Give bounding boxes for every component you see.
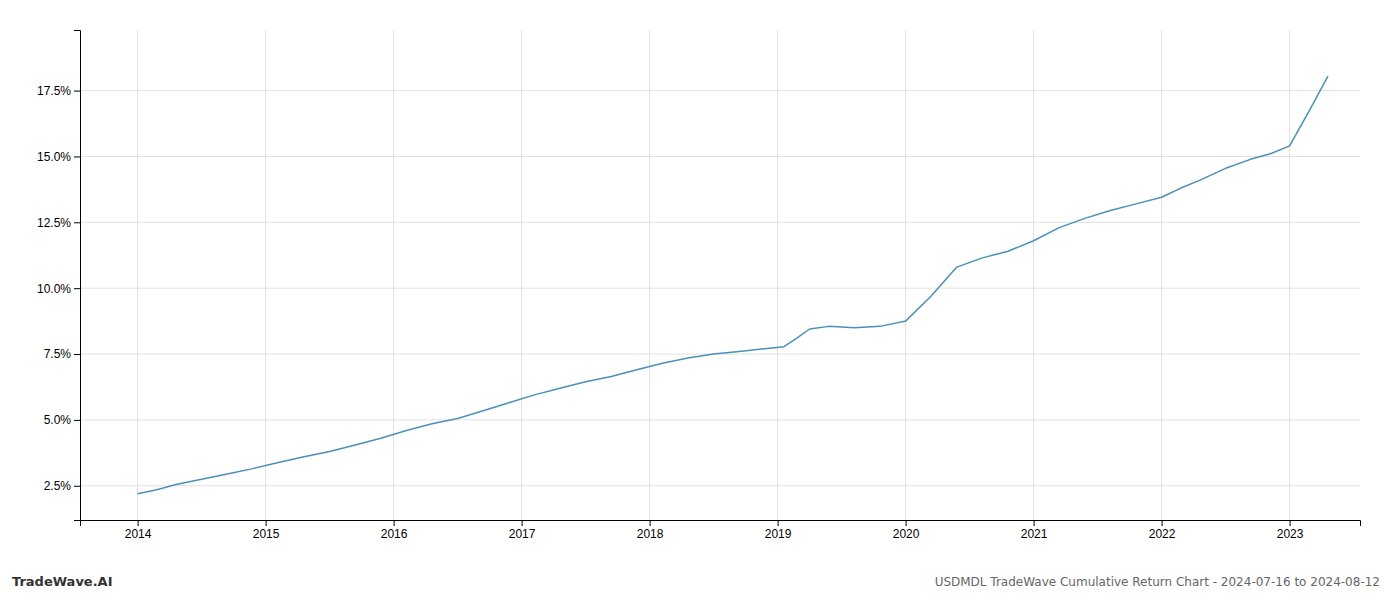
y-tick-mark: [74, 156, 80, 157]
x-tick-label: 2019: [765, 527, 792, 541]
x-tick-label: 2018: [637, 527, 664, 541]
y-tick-mark: [74, 420, 80, 421]
x-tick-mark: [1162, 520, 1163, 526]
x-tick-mark: [1290, 520, 1291, 526]
x-tick-mark: [650, 520, 651, 526]
grid-line-x: [137, 30, 138, 520]
grid: [80, 30, 1360, 520]
grid-line-x: [265, 30, 266, 520]
y-tick-mark: [74, 486, 80, 487]
x-tick-mark: [266, 520, 267, 526]
x-tick-mark: [394, 520, 395, 526]
grid-line-x: [1161, 30, 1162, 520]
grid-line-x: [649, 30, 650, 520]
x-tick: 2017: [509, 520, 536, 541]
y-tick-label: 2.5%: [44, 479, 72, 493]
x-tick: 2015: [253, 520, 280, 541]
y-axis-line: [74, 31, 81, 521]
x-tick-label: 2016: [381, 527, 408, 541]
grid-line-x: [777, 30, 778, 520]
grid-line-y: [80, 485, 1360, 486]
y-tick-label: 15.0%: [37, 150, 71, 164]
x-tick-label: 2017: [509, 527, 536, 541]
y-tick: 2.5%: [44, 479, 80, 493]
grid-line-y: [80, 222, 1360, 223]
y-tick: 12.5%: [37, 216, 80, 230]
grid-line-y: [80, 90, 1360, 91]
marks: [138, 76, 1328, 494]
y-tick-mark: [74, 91, 80, 92]
y-tick: 5.0%: [44, 413, 80, 427]
chart: 2014 2015 2016 2017 2018 2019 2020 2021 2022 2023…: [0, 0, 1400, 600]
x-tick: 2019: [765, 520, 792, 541]
grid-line-x: [1033, 30, 1034, 520]
x-tick-label: 2014: [125, 527, 152, 541]
x-tick: 2022: [1149, 520, 1176, 541]
grid-line-x: [521, 30, 522, 520]
y-tick: 15.0%: [37, 150, 80, 164]
x-tick: 2020: [893, 520, 920, 541]
y-tick: 10.0%: [37, 282, 80, 296]
x-tick-label: 2020: [893, 527, 920, 541]
plot-area: 2014 2015 2016 2017 2018 2019 2020 2021 2022 2023…: [37, 30, 1361, 541]
x-tick: 2023: [1277, 520, 1304, 541]
x-tick-mark: [522, 520, 523, 526]
y-tick-label: 17.5%: [37, 84, 71, 98]
x-tick-label: 2021: [1021, 527, 1048, 541]
x-tick: 2021: [1021, 520, 1048, 541]
y-tick-mark: [74, 222, 80, 223]
grid-line-y: [80, 419, 1360, 420]
grid-line-y: [80, 288, 1360, 289]
line: [138, 76, 1328, 494]
y-tick-mark: [74, 288, 80, 289]
grid-line-y: [80, 156, 1360, 157]
y-tick-label: 12.5%: [37, 216, 71, 230]
x-tick-mark: [906, 520, 907, 526]
y-tick: 17.5%: [37, 84, 80, 98]
x-axis-line: [81, 521, 1361, 527]
grid-line-x: [905, 30, 906, 520]
x-tick-mark: [138, 520, 139, 526]
y-tick: 7.5%: [44, 347, 80, 361]
x-tick-mark: [1034, 520, 1035, 526]
y-tick-mark: [74, 354, 80, 355]
y-tick-label: 10.0%: [37, 282, 71, 296]
x-tick-label: 2022: [1149, 527, 1176, 541]
x-tick-label: 2023: [1277, 527, 1304, 541]
title: USDMDL TradeWave Cumulative Return Chart…: [935, 575, 1380, 589]
x-axis: 2014 2015 2016 2017 2018 2019 2020 2021 2022 2023: [81, 520, 1361, 541]
x-tick: 2016: [381, 520, 408, 541]
x-tick-label: 2015: [253, 527, 280, 541]
y-tick-label: 7.5%: [44, 347, 72, 361]
y-tick-label: 5.0%: [44, 413, 72, 427]
y-axis: 2.5% 5.0% 7.5% 10.0% 12.5% 15.0% 17.5%: [37, 31, 81, 521]
x-tick-mark: [778, 520, 779, 526]
x-tick: 2018: [637, 520, 664, 541]
grid-line-x: [1289, 30, 1290, 520]
watermark: TradeWave.AI: [12, 574, 113, 589]
grid-line-x: [393, 30, 394, 520]
x-tick: 2014: [125, 520, 152, 541]
